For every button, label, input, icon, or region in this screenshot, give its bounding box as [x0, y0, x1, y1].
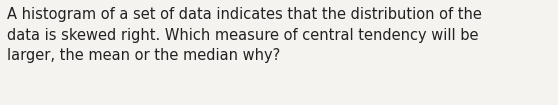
Text: A histogram of a set of data indicates that the distribution of the
data is skew: A histogram of a set of data indicates t… — [7, 7, 482, 63]
